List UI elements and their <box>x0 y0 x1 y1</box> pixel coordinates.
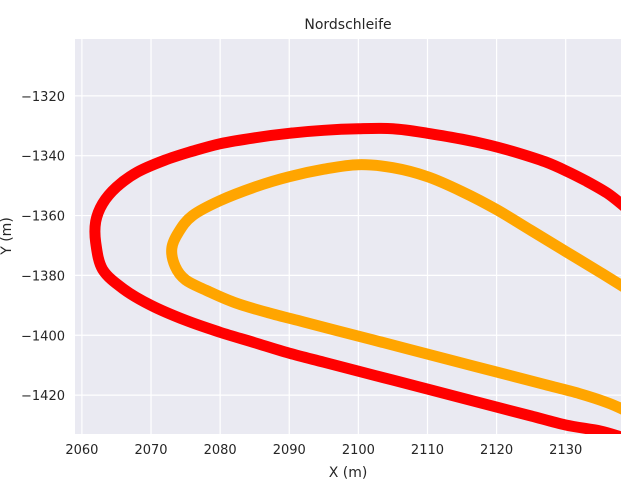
x-tick-label: 2130 <box>549 443 582 458</box>
y-tick-label: −1360 <box>21 210 65 225</box>
x-tick-label: 2090 <box>273 443 306 458</box>
x-tick-label: 2110 <box>411 443 444 458</box>
y-tick-label: −1400 <box>21 329 65 344</box>
x-tick-label: 2060 <box>65 443 98 458</box>
x-axis-ticks: 2060 2070 2080 2090 2100 2110 2120 2130 <box>65 443 582 458</box>
series-line-1 <box>166 159 621 415</box>
y-axis-label: Y (m) <box>0 217 15 256</box>
y-tick-label: −1320 <box>21 90 65 105</box>
x-tick-label: 2100 <box>342 443 375 458</box>
x-tick-label: 2120 <box>480 443 513 458</box>
y-tick-label: −1380 <box>21 269 65 284</box>
x-tick-label: 2080 <box>204 443 237 458</box>
plot-series <box>89 122 621 434</box>
y-tick-label: −1340 <box>21 150 65 165</box>
chart-title: Nordschleife <box>304 17 391 33</box>
y-tick-label: −1420 <box>21 389 65 404</box>
x-axis-label: X (m) <box>329 465 368 480</box>
y-axis-ticks: −1320 −1340 −1360 −1380 −1400 −1420 <box>21 90 65 404</box>
series-line-0 <box>89 122 621 434</box>
x-tick-label: 2070 <box>134 443 167 458</box>
